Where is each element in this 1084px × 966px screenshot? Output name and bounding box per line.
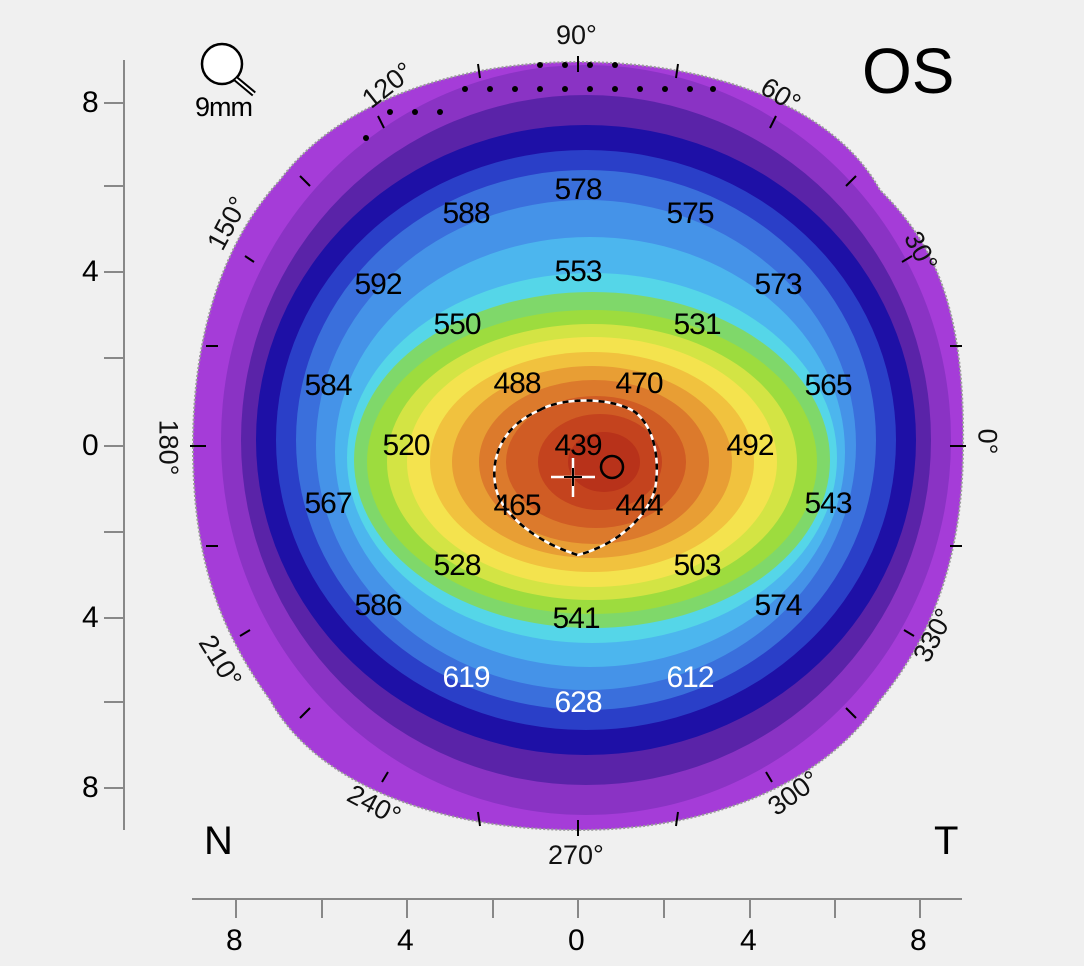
h-axis-tick: 8	[226, 924, 243, 957]
thickness-value: 584	[304, 369, 352, 402]
thickness-value: 628	[554, 686, 602, 719]
thickness-value: 444	[615, 489, 663, 522]
v-axis-tick: 8	[82, 771, 99, 804]
thickness-value: 586	[354, 589, 402, 622]
temporal-label: T	[934, 819, 959, 863]
thickness-value: 520	[382, 429, 430, 462]
magnifier-icon[interactable]	[200, 42, 256, 97]
thickness-value: 573	[754, 268, 802, 301]
thickness-value: 541	[552, 602, 600, 635]
cornea-outline	[191, 60, 965, 832]
thinnest-point-circle-icon	[599, 454, 625, 480]
thinnest-value: 439	[554, 429, 602, 462]
zoom-level-label: 9mm	[195, 92, 253, 122]
thickness-value: 470	[615, 367, 663, 400]
thickness-value: 531	[673, 308, 721, 341]
v-axis-tick: 4	[82, 255, 99, 288]
v-axis-tick: 4	[82, 601, 99, 634]
thickness-value: 578	[554, 173, 602, 206]
thickness-value: 612	[666, 661, 714, 694]
v-axis-tick: 8	[82, 86, 99, 119]
thickness-value: 503	[673, 549, 721, 582]
thickness-value: 553	[554, 255, 602, 288]
thickness-value: 550	[433, 308, 481, 341]
thickness-value: 592	[354, 268, 402, 301]
thickness-value: 619	[442, 661, 490, 694]
color-map	[193, 62, 964, 830]
eye-label: OS	[862, 35, 955, 107]
thickness-value: 575	[666, 197, 714, 230]
angle-label-270: 270°	[548, 840, 604, 870]
h-axis-tick: 4	[740, 924, 757, 957]
horizontal-axis	[192, 898, 962, 918]
v-axis-tick: 0	[82, 429, 99, 462]
vertical-axis	[104, 60, 125, 830]
thickness-value: 488	[493, 367, 541, 400]
angle-label-90: 90°	[556, 20, 597, 50]
thickness-value: 588	[442, 197, 490, 230]
thickness-value: 543	[804, 487, 852, 520]
h-axis-tick: 0	[568, 924, 585, 957]
eyelid-dots	[363, 62, 716, 141]
pupil-center-cross-core	[564, 468, 582, 486]
thickness-value: 492	[726, 429, 774, 462]
thickness-value: 465	[493, 489, 541, 522]
nasal-label: N	[204, 819, 233, 863]
thickness-value: 567	[304, 487, 352, 520]
angle-label-180: 180°	[153, 419, 184, 476]
h-axis-tick: 4	[397, 924, 414, 957]
angle-label-0: 0°	[972, 428, 1003, 455]
thinnest-zone-outline-dash	[493, 399, 659, 557]
h-axis-tick: 8	[910, 924, 927, 957]
angle-ticks	[190, 56, 966, 836]
thickness-value: 565	[804, 369, 852, 402]
thickness-value: 574	[754, 589, 802, 622]
thickness-value: 528	[433, 549, 481, 582]
